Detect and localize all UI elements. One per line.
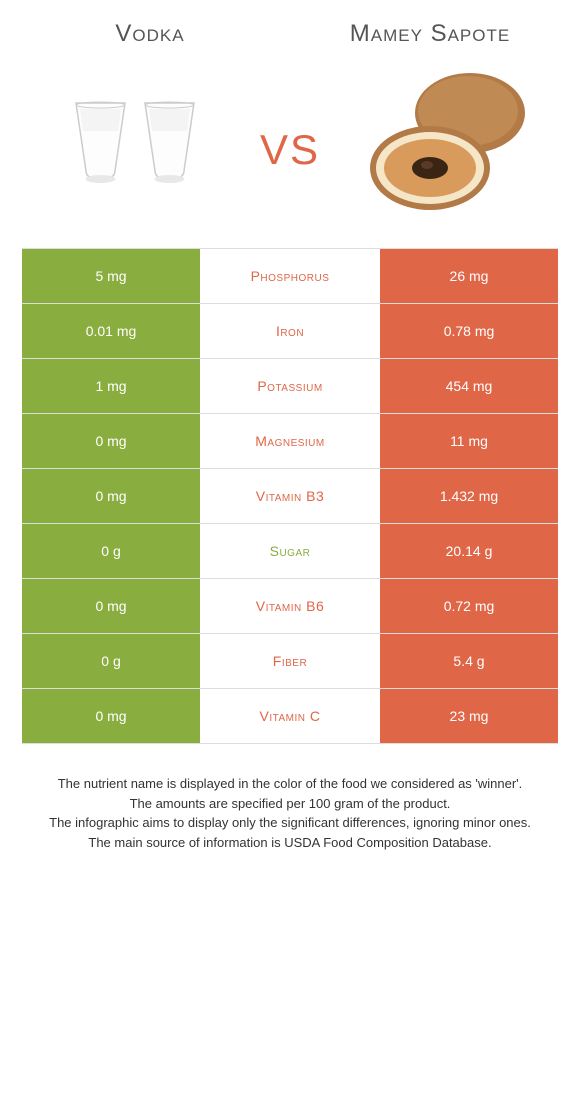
cell-left-value: 0 mg [22, 579, 200, 633]
cell-left-value: 1 mg [22, 359, 200, 413]
cell-left-value: 0 g [22, 634, 200, 688]
nutrient-table: 5 mgPhosphorus26 mg0.01 mgIron0.78 mg1 m… [22, 248, 558, 744]
cell-nutrient-name: Iron [200, 304, 380, 358]
title-right: Mamey Sapote [290, 20, 570, 48]
mamey-icon [360, 68, 530, 218]
cell-left-value: 0.01 mg [22, 304, 200, 358]
table-row: 5 mgPhosphorus26 mg [22, 249, 558, 304]
cell-nutrient-name: Magnesium [200, 414, 380, 468]
cell-nutrient-name: Fiber [200, 634, 380, 688]
cell-right-value: 11 mg [380, 414, 558, 468]
cell-left-value: 0 g [22, 524, 200, 578]
footer-notes: The nutrient name is displayed in the co… [20, 774, 560, 852]
cell-nutrient-name: Vitamin C [200, 689, 380, 743]
cell-left-value: 5 mg [22, 249, 200, 303]
cell-right-value: 0.72 mg [380, 579, 558, 633]
table-row: 0 mgVitamin B60.72 mg [22, 579, 558, 634]
table-row: 0 mgMagnesium11 mg [22, 414, 558, 469]
table-row: 0 gFiber5.4 g [22, 634, 558, 689]
image-right [330, 68, 560, 218]
cell-right-value: 454 mg [380, 359, 558, 413]
table-row: 1 mgPotassium454 mg [22, 359, 558, 414]
cell-nutrient-name: Vitamin B3 [200, 469, 380, 523]
cell-nutrient-name: Sugar [200, 524, 380, 578]
cell-right-value: 5.4 g [380, 634, 558, 688]
shot-glasses-icon [73, 101, 197, 186]
footer-line: The main source of information is USDA F… [20, 833, 560, 853]
cell-right-value: 26 mg [380, 249, 558, 303]
image-row: vs [0, 48, 580, 248]
image-left [20, 101, 250, 186]
table-row: 0 mgVitamin B31.432 mg [22, 469, 558, 524]
footer-line: The infographic aims to display only the… [20, 813, 560, 833]
cell-left-value: 0 mg [22, 469, 200, 523]
cell-right-value: 0.78 mg [380, 304, 558, 358]
title-left: Vodka [10, 20, 290, 48]
cell-right-value: 1.432 mg [380, 469, 558, 523]
cell-nutrient-name: Phosphorus [200, 249, 380, 303]
footer-line: The nutrient name is displayed in the co… [20, 774, 560, 794]
table-row: 0.01 mgIron0.78 mg [22, 304, 558, 359]
cell-nutrient-name: Vitamin B6 [200, 579, 380, 633]
table-row: 0 mgVitamin C23 mg [22, 689, 558, 744]
cell-right-value: 23 mg [380, 689, 558, 743]
cell-left-value: 0 mg [22, 414, 200, 468]
cell-right-value: 20.14 g [380, 524, 558, 578]
vs-label: vs [250, 109, 330, 178]
table-row: 0 gSugar20.14 g [22, 524, 558, 579]
cell-left-value: 0 mg [22, 689, 200, 743]
header: Vodka Mamey Sapote [0, 0, 580, 48]
cell-nutrient-name: Potassium [200, 359, 380, 413]
footer-line: The amounts are specified per 100 gram o… [20, 794, 560, 814]
